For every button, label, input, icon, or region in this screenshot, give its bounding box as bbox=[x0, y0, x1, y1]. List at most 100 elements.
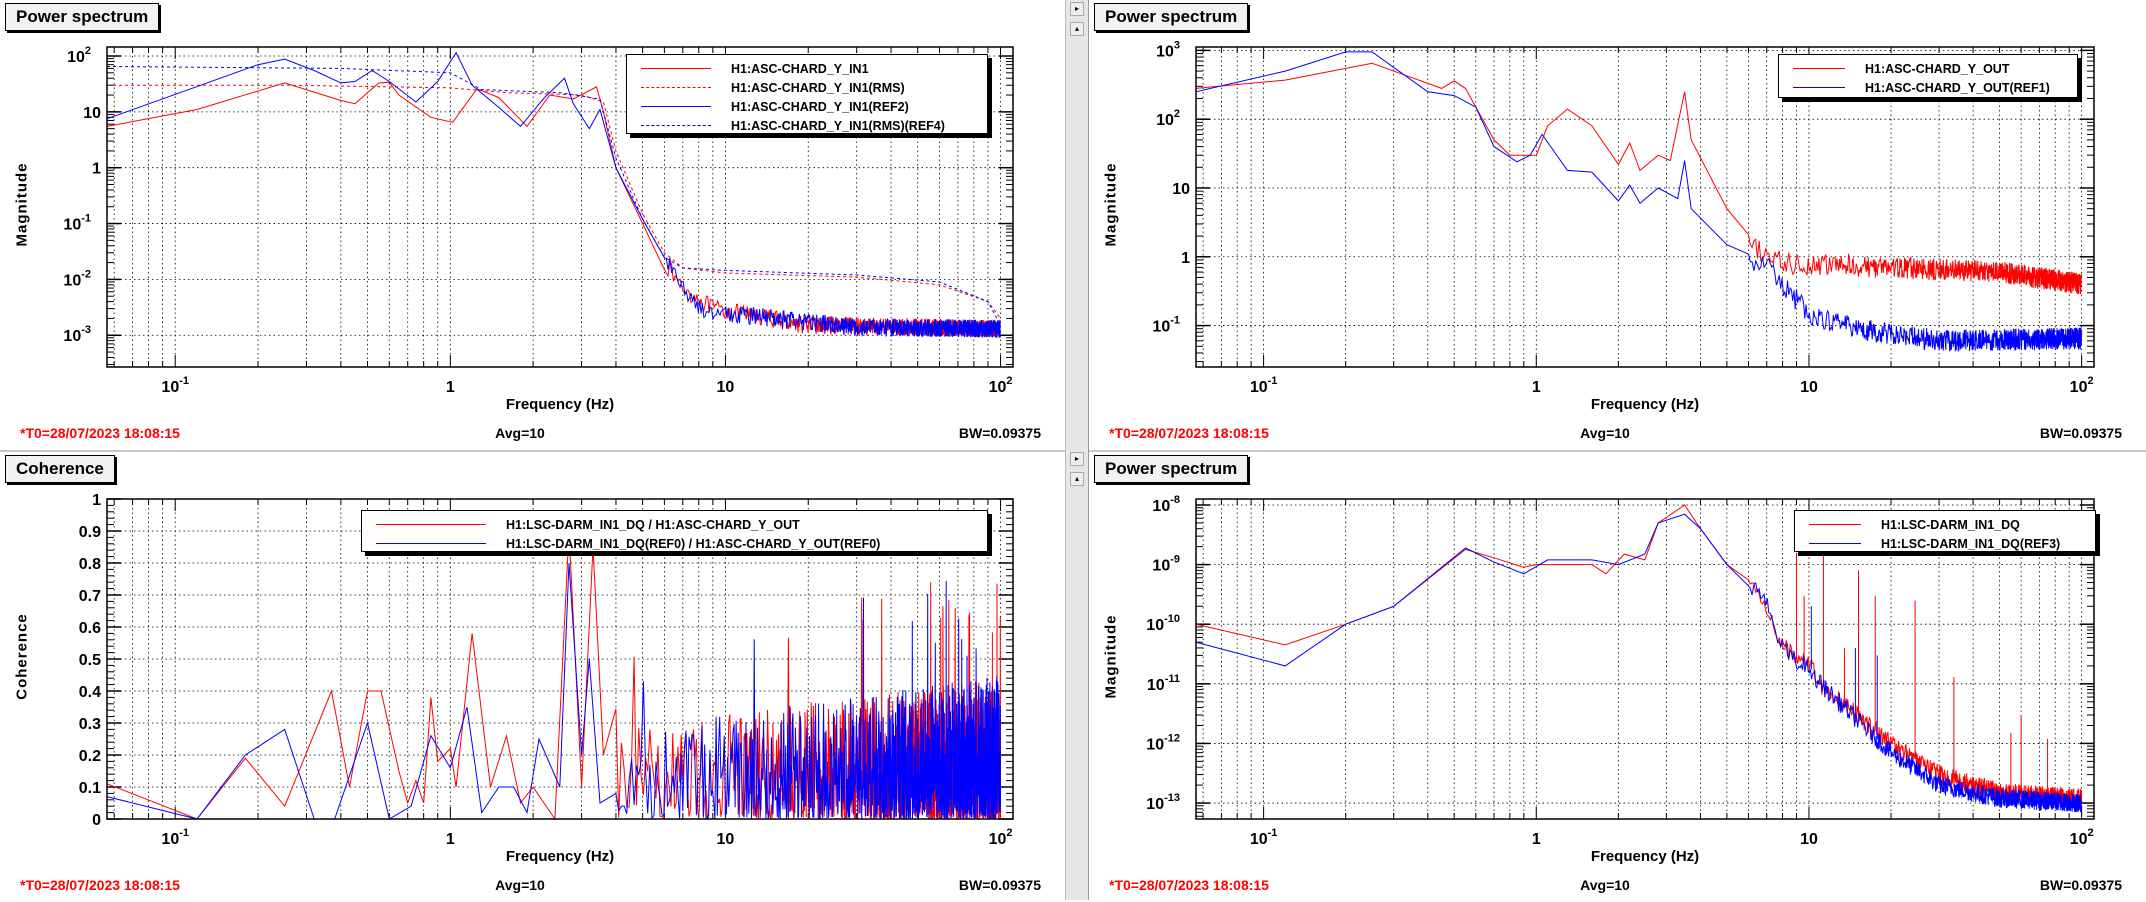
x-axis-label: Frequency (Hz) bbox=[505, 848, 615, 865]
bandwidth-label: BW=0.09375 bbox=[2039, 877, 2122, 893]
bandwidth-label: BW=0.09375 bbox=[958, 877, 1041, 893]
coherence-panel[interactable]: 10-1 1 10 102 0 0.1 0.2 0.3 0.4 0.5 0.6 0.7 0.8 0.9 1 C… bbox=[0, 450, 1065, 900]
legend[interactable]: H1:ASC-CHARD_Y_OUT H1:ASC-CHARD_Y_OUT(REF… bbox=[1778, 54, 2078, 98]
legend-entry[interactable]: H1:ASC-CHARD_Y_OUT(REF1) bbox=[1779, 78, 2077, 97]
expand-right-button-lower[interactable]: ▸ bbox=[1070, 452, 1084, 466]
x-tick-label-base: 10 bbox=[1250, 379, 1268, 396]
y-tick-label: 10-1 bbox=[63, 213, 91, 234]
legend-line-sample bbox=[376, 543, 486, 544]
y-tick-label-base: 0.9 bbox=[79, 524, 101, 541]
panel-title-button[interactable]: Coherence bbox=[5, 455, 115, 483]
legend-line-sample bbox=[376, 524, 486, 525]
y-tick-label-exponent: -10 bbox=[1164, 613, 1180, 625]
expand-up-button-lower[interactable]: ▴ bbox=[1070, 472, 1084, 486]
x-tick-label: 10 bbox=[1800, 831, 1818, 848]
y-tick-label: 10-9 bbox=[1152, 554, 1180, 575]
y-tick-label-exponent: 2 bbox=[1174, 108, 1180, 120]
y-tick-label-base: 0.4 bbox=[79, 684, 101, 701]
panel-title-button[interactable]: Power spectrum bbox=[1094, 455, 1249, 483]
x-tick-label-exponent: -1 bbox=[179, 375, 189, 387]
y-tick-label-base: 0.3 bbox=[79, 716, 101, 733]
start-time-label: *T0=28/07/2023 18:08:15 bbox=[20, 425, 180, 441]
legend-entry[interactable]: H1:ASC-CHARD_Y_IN1(RMS)(REF4) bbox=[627, 116, 987, 135]
x-tick-label: 10-1 bbox=[161, 827, 189, 848]
expand-right-button[interactable]: ▸ bbox=[1070, 2, 1084, 16]
legend-entry[interactable]: H1:ASC-CHARD_Y_IN1(RMS) bbox=[627, 78, 987, 97]
averages-label: Avg=10 bbox=[495, 877, 545, 893]
x-tick-label-base: 1 bbox=[446, 831, 455, 848]
y-tick-label-base: 0 bbox=[92, 812, 101, 829]
pad-divider[interactable]: ▸ ▴ ▸ ▴ bbox=[1065, 0, 1089, 900]
y-axis-label: Magnitude bbox=[1102, 162, 1120, 247]
legend-entry[interactable]: H1:LSC-DARM_IN1_DQ / H1:ASC-CHARD_Y_OUT bbox=[362, 515, 987, 534]
y-axis-label: Coherence bbox=[13, 613, 31, 700]
power-spectrum-panel-in1[interactable]: 10-1 1 10 102 10-3 10-2 10-1 1 10 102 Power spectr… bbox=[0, 0, 1065, 450]
series-line-1 bbox=[107, 84, 1001, 319]
x-tick-label-exponent: 2 bbox=[1006, 827, 1012, 839]
x-tick-label-base: 10 bbox=[161, 379, 179, 396]
legend-entry[interactable]: H1:LSC-DARM_IN1_DQ bbox=[1795, 515, 2095, 534]
y-tick-label: 10-11 bbox=[1147, 673, 1180, 694]
x-tick-label-base: 10 bbox=[161, 831, 179, 848]
y-axis-label: Magnitude bbox=[13, 162, 31, 247]
series-line-3 bbox=[107, 66, 1001, 326]
legend-entry[interactable]: H1:LSC-DARM_IN1_DQ(REF0) / H1:ASC-CHARD_… bbox=[362, 534, 987, 553]
legend-line-sample bbox=[1793, 68, 1845, 69]
y-tick-label: 1 bbox=[92, 492, 101, 509]
x-tick-label-exponent: 2 bbox=[2087, 375, 2093, 387]
y-tick-label: 0 bbox=[92, 812, 101, 829]
panel-title-button[interactable]: Power spectrum bbox=[5, 3, 160, 31]
bandwidth-label: BW=0.09375 bbox=[958, 425, 1041, 441]
y-tick-label-base: 10 bbox=[1152, 498, 1170, 515]
power-spectrum-panel-out[interactable]: 10-1 1 10 102 10-1 1 10 102 103 Power spectrum Mag… bbox=[1089, 0, 2146, 450]
panel-title-button[interactable]: Power spectrum bbox=[1094, 3, 1249, 31]
x-tick-label-base: 10 bbox=[2070, 831, 2088, 848]
legend-label: H1:LSC-DARM_IN1_DQ(REF3) bbox=[1881, 536, 2061, 551]
x-tick-label-base: 10 bbox=[1800, 379, 1818, 396]
x-tick-label-exponent: 2 bbox=[1006, 375, 1012, 387]
legend-entry[interactable]: H1:ASC-CHARD_Y_OUT bbox=[1779, 59, 2077, 78]
series-line-1 bbox=[107, 562, 1001, 819]
y-tick-label: 0.2 bbox=[79, 748, 101, 765]
legend[interactable]: H1:LSC-DARM_IN1_DQ H1:LSC-DARM_IN1_DQ(REF… bbox=[1794, 510, 2096, 552]
y-tick-label-base: 10 bbox=[63, 328, 81, 345]
x-axis-label: Frequency (Hz) bbox=[1590, 848, 1700, 865]
y-tick-label: 10-13 bbox=[1146, 792, 1180, 813]
x-tick-label-base: 10 bbox=[1800, 831, 1818, 848]
y-tick-label-exponent: -3 bbox=[81, 324, 91, 336]
legend-entry[interactable]: H1:ASC-CHARD_Y_IN1(REF2) bbox=[627, 97, 987, 116]
y-tick-label: 10-8 bbox=[1152, 494, 1180, 515]
start-time-label: *T0=28/07/2023 18:08:15 bbox=[1109, 877, 1269, 893]
y-tick-label: 1 bbox=[1181, 250, 1190, 267]
y-tick-label: 10-3 bbox=[63, 324, 91, 345]
legend-label: H1:LSC-DARM_IN1_DQ bbox=[1881, 517, 2020, 532]
y-tick-label-base: 0.7 bbox=[79, 588, 101, 605]
x-tick-label-base: 1 bbox=[446, 379, 455, 396]
expand-up-button[interactable]: ▴ bbox=[1070, 22, 1084, 36]
legend-label: H1:ASC-CHARD_Y_IN1(RMS)(REF4) bbox=[731, 118, 945, 133]
legend-entry[interactable]: H1:LSC-DARM_IN1_DQ(REF3) bbox=[1795, 534, 2095, 553]
x-tick-label: 10 bbox=[1800, 379, 1818, 396]
x-tick-label: 102 bbox=[989, 375, 1013, 396]
legend-entry[interactable]: H1:ASC-CHARD_Y_IN1 bbox=[627, 59, 987, 78]
y-tick-label-base: 1 bbox=[92, 161, 101, 178]
x-tick-label: 10-1 bbox=[1250, 827, 1278, 848]
legend-line-sample bbox=[641, 87, 711, 88]
y-tick-label: 0.5 bbox=[79, 652, 101, 669]
x-tick-label-base: 10 bbox=[989, 831, 1007, 848]
legend[interactable]: H1:LSC-DARM_IN1_DQ / H1:ASC-CHARD_Y_OUT H… bbox=[361, 510, 988, 552]
legend[interactable]: H1:ASC-CHARD_Y_IN1 H1:ASC-CHARD_Y_IN1(RMS… bbox=[626, 54, 988, 134]
legend-label: H1:ASC-CHARD_Y_IN1(RMS) bbox=[731, 80, 905, 95]
y-tick-label-base: 0.8 bbox=[79, 556, 101, 573]
y-tick-label-base: 10 bbox=[1146, 617, 1164, 634]
power-spectrum-panel-darm[interactable]: 10-1 1 10 102 10-13 10-12 10-11 10-10 10-9 10-8 Po… bbox=[1089, 450, 2146, 900]
legend-line-sample bbox=[641, 106, 711, 107]
y-tick-label-base: 10 bbox=[1146, 796, 1164, 813]
y-tick-label-base: 10 bbox=[63, 217, 81, 234]
y-tick-label-base: 10 bbox=[83, 105, 101, 122]
series-line-0 bbox=[1196, 62, 2083, 295]
